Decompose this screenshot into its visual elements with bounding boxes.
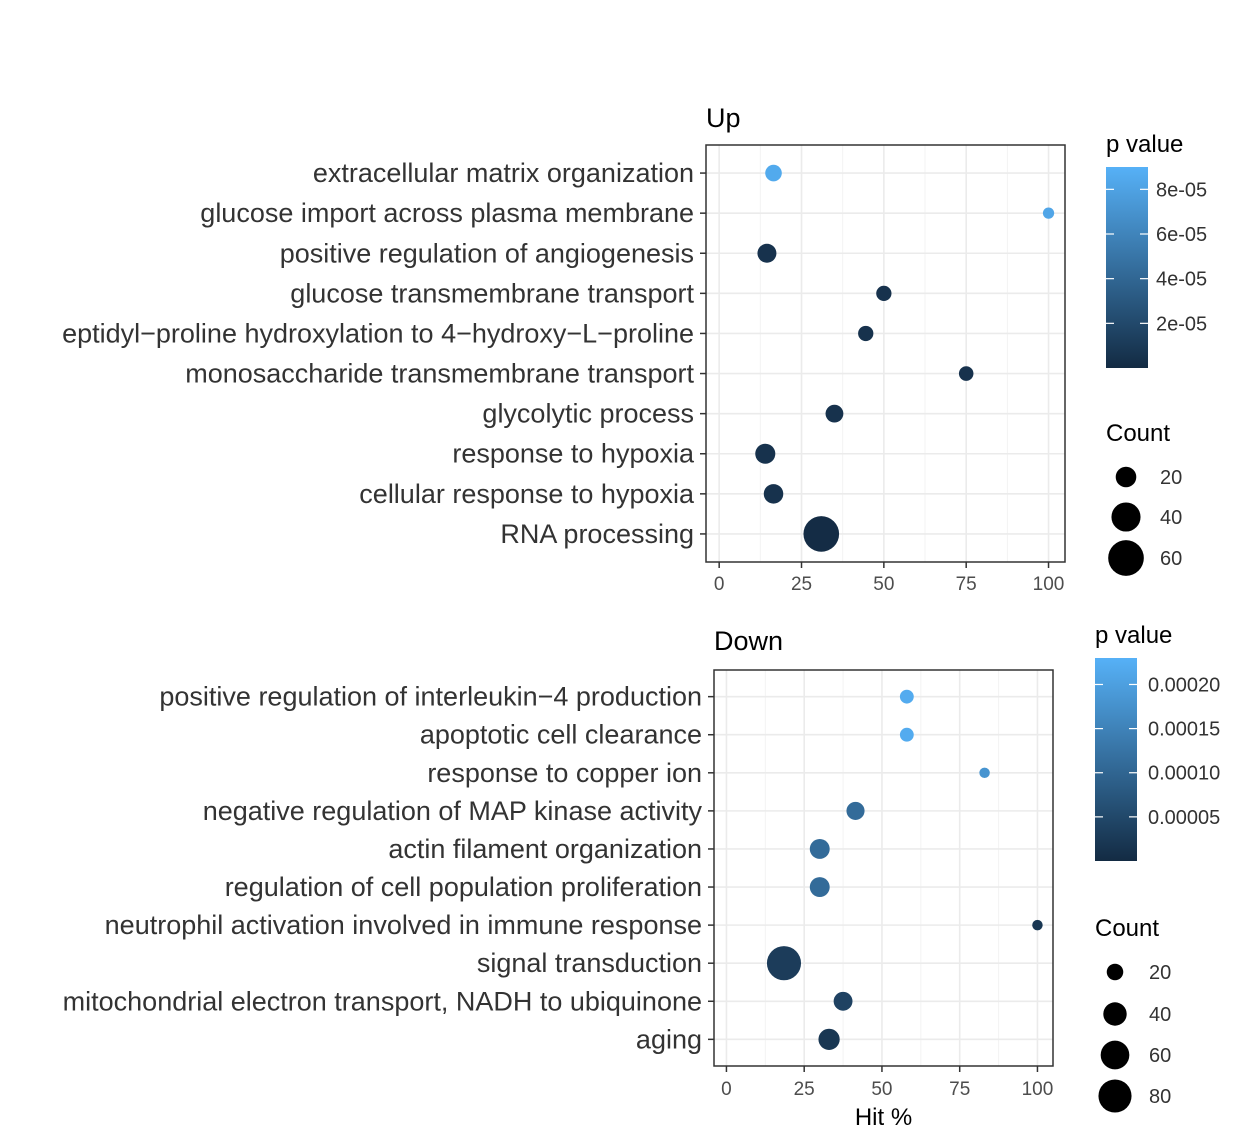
category-label: response to hypoxia	[452, 439, 695, 469]
color-legend-title: p value	[1106, 131, 1183, 158]
x-tick-label: 0	[721, 1079, 732, 1100]
size-legend-label: 40	[1149, 1004, 1171, 1026]
data-point	[803, 516, 840, 552]
size-legend-dot	[1098, 1079, 1132, 1113]
category-label: cellular response to hypoxia	[359, 479, 695, 509]
data-point	[755, 443, 776, 464]
category-label: regulation of cell population proliferat…	[225, 872, 702, 902]
data-point	[763, 484, 784, 504]
data-point	[818, 1028, 840, 1050]
size-legend-label: 20	[1149, 962, 1171, 984]
x-tick-label: 75	[949, 1079, 970, 1100]
color-legend-label: 4e-05	[1156, 269, 1207, 291]
size-legend-label: 20	[1160, 467, 1182, 489]
x-tick-label: 25	[791, 574, 812, 595]
x-tick-label: 100	[1033, 574, 1065, 595]
data-point	[876, 285, 892, 301]
x-tick-label: 75	[956, 574, 977, 595]
color-legend-label: 6e-05	[1156, 224, 1207, 246]
points	[755, 164, 1055, 552]
color-legend-label: 0.00005	[1148, 807, 1220, 829]
category-label: glucose transmembrane transport	[290, 278, 694, 308]
data-point	[757, 243, 777, 263]
size-legend-dot	[1111, 502, 1141, 532]
panel-title: Up	[706, 103, 741, 133]
color-legend-label: 0.00020	[1148, 674, 1220, 696]
color-bar	[1095, 658, 1137, 861]
panel-title: Down	[714, 626, 783, 656]
legend: p value 0.00020 0.00015 0.00010 0.00005 Count…	[1095, 622, 1220, 1113]
size-legend-dot	[1115, 466, 1137, 488]
size-legend-dot	[1103, 1002, 1127, 1026]
data-point	[858, 325, 874, 342]
legend: p value 8e-05 6e-05 4e-05 2e-05 Count 20 40 60	[1106, 131, 1207, 576]
data-point	[958, 366, 974, 381]
data-point	[765, 164, 782, 182]
color-legend-label: 0.00015	[1148, 719, 1220, 741]
data-point	[899, 727, 914, 742]
panel-up: Up extracellular matrix organization gluco…	[62, 103, 1207, 595]
category-label: aging	[636, 1024, 702, 1054]
size-legend-dot	[1106, 963, 1124, 981]
size-legend-dot	[1108, 540, 1144, 576]
size-legend-title: Count	[1106, 420, 1170, 447]
size-legend-dot	[1100, 1040, 1130, 1070]
category-label: negative regulation of MAP kinase activi…	[203, 796, 703, 826]
size-legend-label: 60	[1160, 548, 1182, 570]
category-label: extracellular matrix organization	[313, 158, 694, 188]
category-label: mitochondrial electron transport, NADH t…	[63, 986, 702, 1016]
grid	[706, 145, 1065, 562]
data-point	[766, 946, 802, 981]
x-tick-label: 25	[794, 1079, 815, 1100]
data-point	[1042, 207, 1055, 219]
data-point	[899, 689, 914, 704]
category-label: RNA processing	[500, 519, 694, 549]
category-label: signal transduction	[477, 948, 702, 978]
category-label: positive regulation of angiogenesis	[280, 238, 694, 268]
points	[766, 689, 1043, 1050]
x-tick-label: 50	[873, 574, 894, 595]
panel-border	[713, 669, 1054, 1067]
data-point	[809, 877, 830, 897]
size-legend-title: Count	[1095, 915, 1159, 942]
panel-down: Down positive regulation of interleukin−4…	[63, 622, 1221, 1131]
category-label: actin filament organization	[388, 834, 702, 864]
color-legend-title: p value	[1095, 622, 1172, 649]
category-label: apoptotic cell clearance	[420, 720, 702, 750]
panel-border	[705, 144, 1066, 563]
color-legend-label: 8e-05	[1156, 179, 1207, 201]
x-tick-label: 0	[714, 574, 725, 595]
x-axis-title: Hit %	[855, 1104, 912, 1131]
grid	[714, 670, 1053, 1066]
category-label: response to copper ion	[427, 758, 702, 788]
x-tick-label: 100	[1022, 1079, 1054, 1100]
data-point	[1032, 919, 1043, 931]
category-label: monosaccharide transmembrane transport	[185, 359, 694, 389]
size-legend-label: 40	[1160, 507, 1182, 529]
category-label: positive regulation of interleukin−4 pro…	[159, 682, 702, 712]
x-tick-label: 50	[871, 1079, 892, 1100]
data-point	[833, 991, 853, 1011]
size-legend-label: 80	[1149, 1086, 1171, 1108]
category-label: glucose import across plasma membrane	[200, 198, 694, 228]
category-label: neutrophil activation involved in immune…	[105, 910, 702, 940]
category-label: eptidyl−proline hydroxylation to 4−hydro…	[62, 318, 694, 348]
color-legend-label: 2e-05	[1156, 313, 1207, 335]
color-legend-label: 0.00010	[1148, 763, 1220, 785]
data-point	[825, 404, 844, 423]
color-bar	[1106, 167, 1148, 368]
data-point	[979, 767, 990, 779]
size-legend-label: 60	[1149, 1045, 1171, 1067]
data-point	[846, 801, 865, 820]
data-point	[809, 839, 830, 859]
category-label: glycolytic process	[482, 399, 694, 429]
